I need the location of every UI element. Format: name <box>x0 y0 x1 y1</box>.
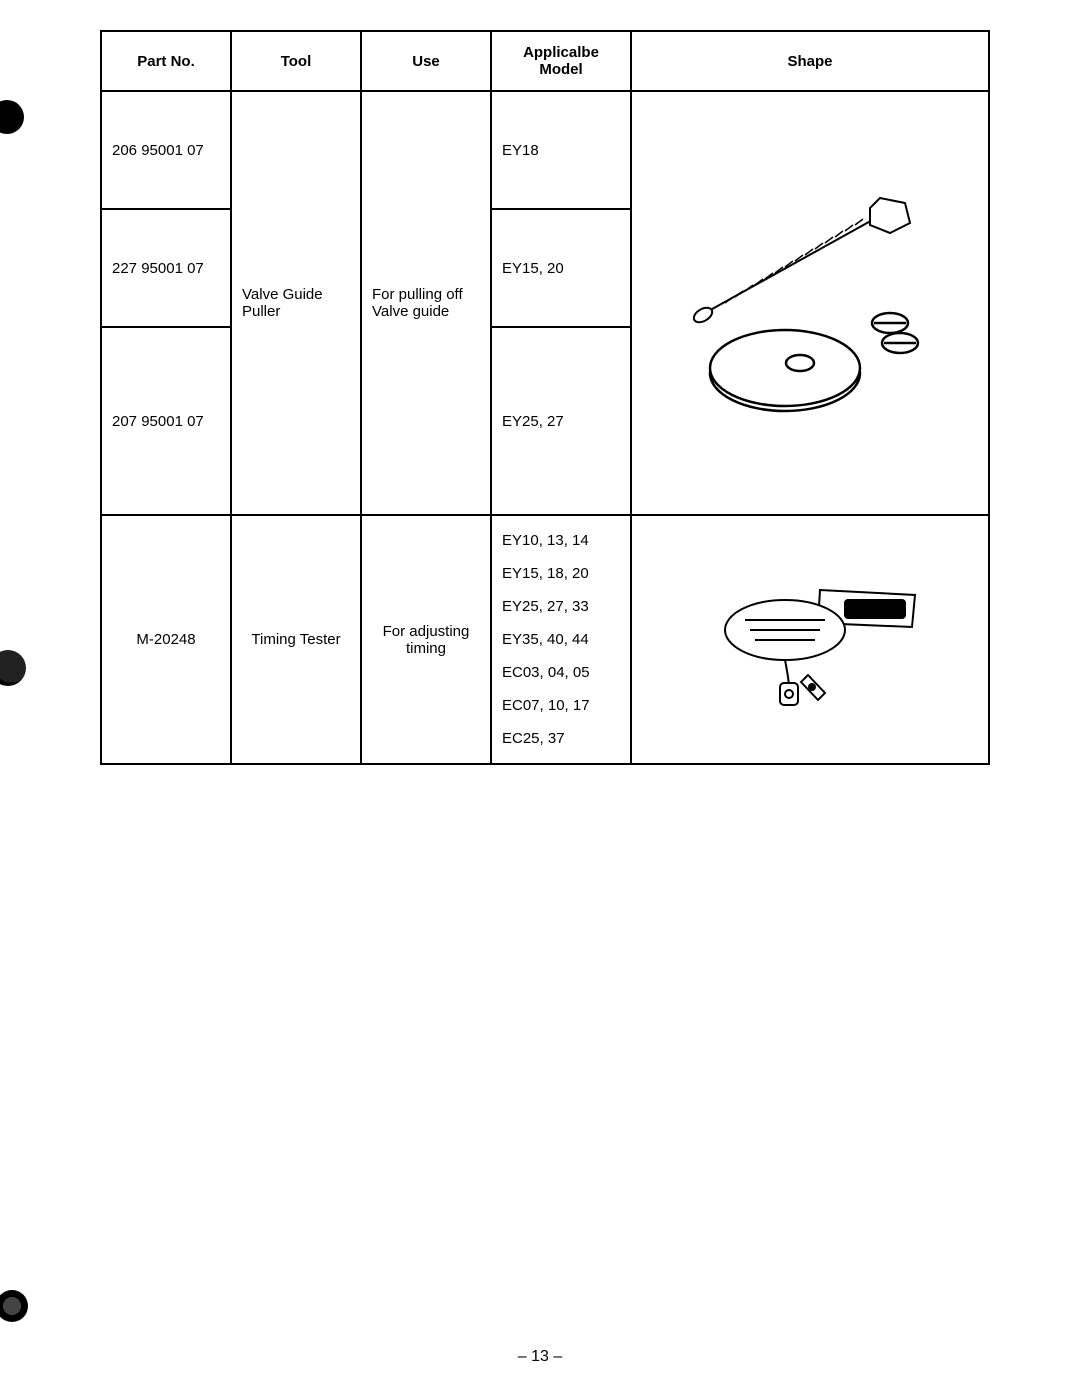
cell-part-no: 206 95001 07 <box>101 91 231 209</box>
model-item: EY25, 27, 33 <box>502 590 620 623</box>
th-part-no: Part No. <box>101 31 231 91</box>
cell-model: EY25, 27 <box>491 327 631 515</box>
cell-use: For adjusting timing <box>361 515 491 764</box>
cell-model: EY10, 13, 14 EY15, 18, 20 EY25, 27, 33 E… <box>491 515 631 764</box>
tester-label: TESTER <box>851 603 899 617</box>
model-list: EY10, 13, 14 EY15, 18, 20 EY25, 27, 33 E… <box>502 524 620 755</box>
model-item: EC25, 37 <box>502 722 620 755</box>
th-tool: Tool <box>231 31 361 91</box>
parts-table: Part No. Tool Use ApplicalbeModel Shape … <box>100 30 990 765</box>
cell-tool: Timing Tester <box>231 515 361 764</box>
cell-shape <box>631 91 989 515</box>
table-row: M-20248 Timing Tester For adjusting timi… <box>101 515 989 764</box>
valve-guide-puller-icon <box>675 173 945 433</box>
th-use: Use <box>361 31 491 91</box>
page-number: – 13 – <box>0 1348 1080 1366</box>
table-row: 206 95001 07 Valve Guide Puller For pull… <box>101 91 989 209</box>
cell-part-no: M-20248 <box>101 515 231 764</box>
model-item: EC03, 04, 05 <box>502 656 620 689</box>
cell-shape: TESTER <box>631 515 989 764</box>
model-item: EY35, 40, 44 <box>502 623 620 656</box>
model-item: EY10, 13, 14 <box>502 524 620 557</box>
cell-part-no: 227 95001 07 <box>101 209 231 327</box>
model-item: EY15, 18, 20 <box>502 557 620 590</box>
th-model: ApplicalbeModel <box>491 31 631 91</box>
cell-use: For pulling off Valve guide <box>361 91 491 515</box>
cell-model: EY15, 20 <box>491 209 631 327</box>
cell-part-no: 207 95001 07 <box>101 327 231 515</box>
header-row: Part No. Tool Use ApplicalbeModel Shape <box>101 31 989 91</box>
timing-tester-icon: TESTER <box>690 565 930 715</box>
cell-tool: Valve Guide Puller <box>231 91 361 515</box>
th-shape: Shape <box>631 31 989 91</box>
th-model-text: ApplicalbeModel <box>523 44 599 78</box>
model-item: EC07, 10, 17 <box>502 689 620 722</box>
cell-model: EY18 <box>491 91 631 209</box>
